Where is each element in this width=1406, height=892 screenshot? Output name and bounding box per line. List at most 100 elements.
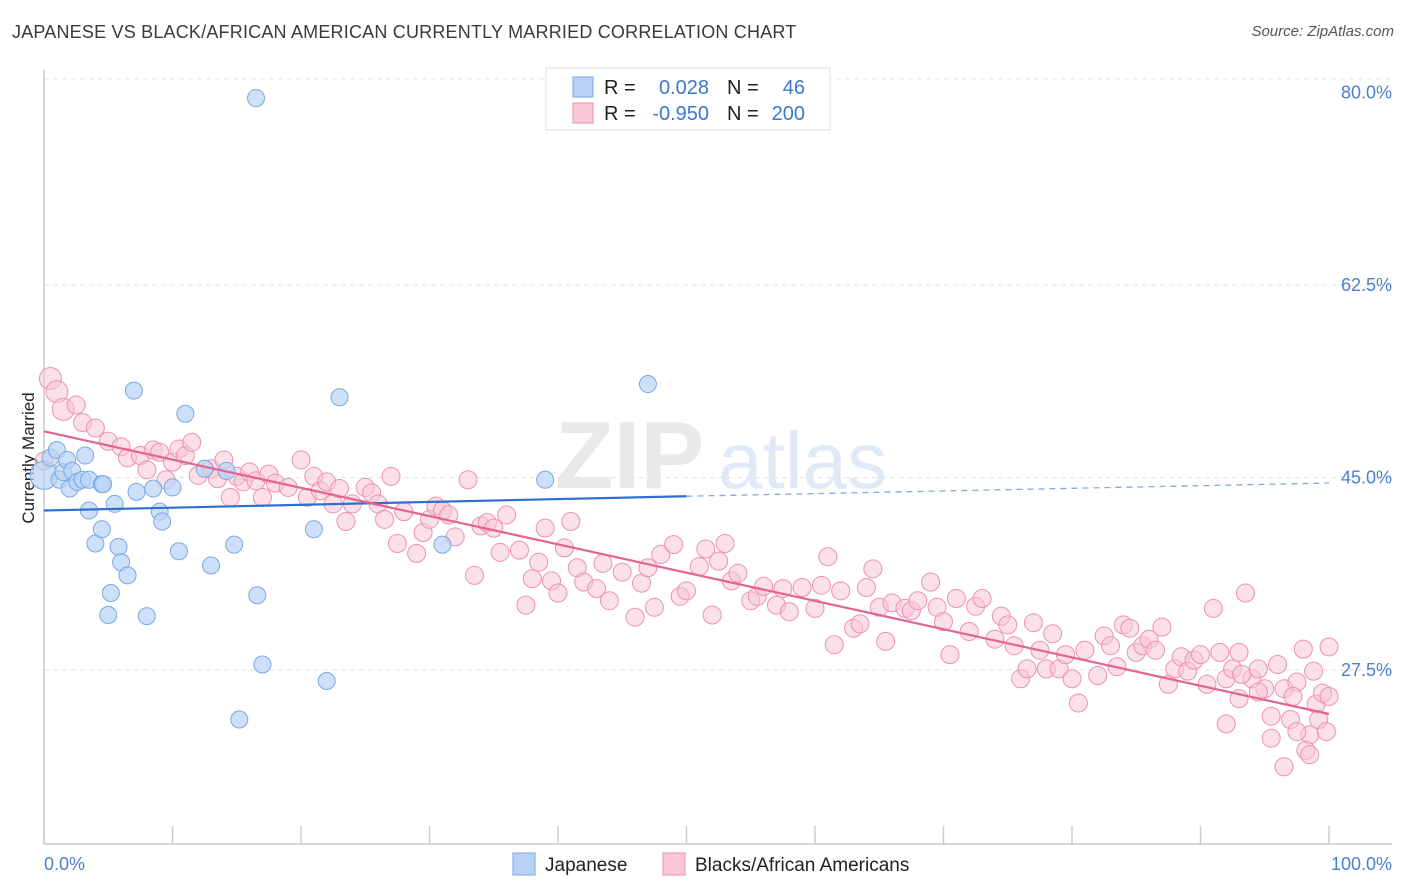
point-black-64 (529, 552, 549, 572)
series-black-points (34, 367, 1339, 777)
point-japanese-30 (169, 542, 188, 561)
point-black-22 (220, 487, 240, 507)
watermark-atlas: atlas (718, 416, 887, 505)
point-black-176 (1261, 728, 1281, 748)
correlation-legend: R = 0.028 N = 46 R = -0.950 N = 200 (545, 67, 831, 131)
point-black-69 (561, 512, 581, 532)
point-black-97 (792, 578, 812, 598)
point-black-60 (497, 505, 517, 525)
point-japanese-25 (137, 607, 156, 626)
point-black-133 (1062, 669, 1082, 689)
point-black-146 (1152, 617, 1172, 637)
point-black-80 (651, 545, 671, 565)
point-black-152 (1191, 645, 1210, 665)
trend-line-japanese-extension (686, 482, 1330, 497)
point-black-164 (1268, 655, 1288, 675)
point-black-87 (709, 551, 729, 571)
point-black-55 (464, 565, 484, 585)
point-black-83 (677, 581, 696, 601)
point-black-138 (1101, 636, 1121, 656)
point-black-153 (1197, 674, 1217, 694)
bottom-legend-label-black: Blacks/African Americans (695, 855, 909, 876)
point-black-173 (1216, 714, 1236, 734)
point-black-115 (934, 612, 953, 632)
point-black-126 (1017, 659, 1037, 679)
point-black-67 (548, 583, 568, 603)
point-japanese-31 (176, 404, 195, 423)
point-japanese-24 (127, 482, 146, 501)
point-japanese-36 (230, 710, 249, 729)
point-black-185 (1316, 722, 1336, 742)
watermark: ZIP atlas (555, 402, 887, 509)
point-black-99 (811, 575, 831, 595)
watermark-zip: ZIP (555, 402, 704, 509)
point-black-102 (831, 581, 851, 601)
point-black-10 (137, 460, 157, 480)
point-black-145 (1146, 640, 1166, 660)
point-black-106 (863, 559, 883, 579)
point-japanese-23 (124, 381, 143, 400)
point-japanese-42 (330, 388, 349, 407)
point-black-105 (856, 578, 876, 598)
trend-line-japanese (43, 495, 687, 512)
point-black-3 (66, 395, 86, 415)
point-japanese-20 (109, 537, 128, 556)
point-black-47 (407, 543, 427, 563)
point-black-73 (593, 553, 613, 573)
point-black-123 (998, 615, 1018, 635)
point-black-161 (1248, 659, 1268, 679)
point-black-177 (1274, 757, 1294, 777)
point-black-130 (1043, 624, 1063, 644)
y-tick-label-1: 62.5% (1341, 275, 1392, 295)
point-black-178 (1287, 722, 1307, 742)
point-japanese-22 (118, 566, 137, 585)
point-black-163 (1261, 706, 1281, 726)
point-black-96 (779, 602, 799, 622)
point-japanese-26 (144, 479, 163, 498)
point-black-117 (946, 589, 966, 609)
point-japanese-18 (101, 584, 120, 603)
point-japanese-33 (202, 556, 221, 575)
point-black-93 (754, 576, 774, 596)
point-black-27 (252, 487, 272, 507)
point-black-116 (940, 645, 960, 665)
point-black-54 (458, 470, 478, 490)
point-black-108 (876, 631, 896, 651)
legend-r-label-black: R = (604, 103, 636, 125)
point-black-5 (85, 418, 105, 438)
point-japanese-10 (76, 446, 95, 465)
point-japanese-29 (163, 478, 182, 497)
y-tick-label-0: 80.0% (1341, 83, 1392, 103)
point-black-118 (959, 622, 979, 642)
point-black-155 (1210, 642, 1230, 662)
point-japanese-14 (92, 520, 111, 539)
point-japanese-38 (248, 586, 267, 605)
point-black-113 (921, 572, 941, 592)
point-black-154 (1203, 598, 1223, 618)
point-black-120 (972, 589, 992, 609)
legend-r-label-japanese: R = (604, 77, 636, 99)
point-black-37 (330, 479, 350, 499)
point-japanese-17 (99, 606, 118, 625)
point-black-172 (1319, 686, 1339, 706)
y-axis-title: Currently Married (19, 392, 38, 523)
point-black-84 (689, 557, 709, 577)
x-axis-ticks (43, 826, 1330, 844)
bottom-legend-label-japanese: Japanese (545, 855, 627, 876)
point-black-184 (1283, 686, 1303, 706)
legend-swatch-japanese (572, 76, 594, 98)
point-black-112 (908, 591, 928, 611)
point-black-78 (638, 558, 658, 578)
point-black-186 (1300, 745, 1320, 765)
chart-title: JAPANESE VS BLACK/AFRICAN AMERICAN CURRE… (12, 22, 797, 42)
point-black-63 (522, 569, 542, 589)
point-black-136 (1088, 665, 1108, 685)
trend-line-black (43, 430, 1330, 716)
point-black-81 (664, 535, 684, 555)
point-black-101 (824, 635, 844, 655)
point-black-90 (728, 563, 748, 583)
bottom-legend-swatch-black (662, 852, 686, 876)
point-black-76 (625, 607, 645, 627)
point-black-75 (612, 562, 632, 582)
